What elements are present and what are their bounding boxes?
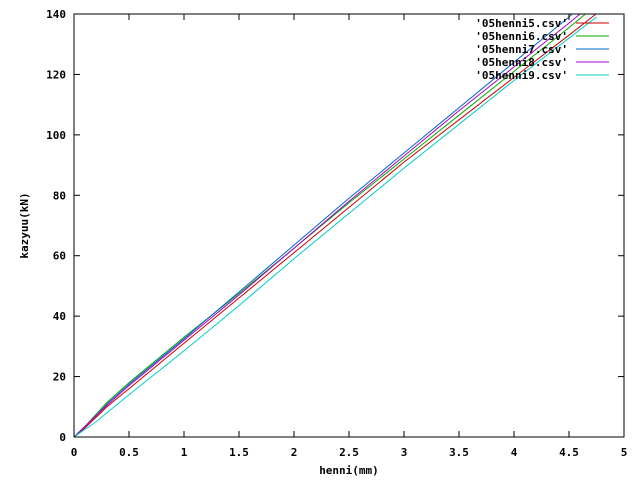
- series-line: [74, 14, 581, 437]
- legend-label: '05henni9.csv': [475, 69, 568, 82]
- x-tick-label: 3: [401, 446, 408, 459]
- y-tick-label: 20: [53, 371, 66, 384]
- y-tick-label: 140: [46, 8, 66, 21]
- x-tick-label: 0.5: [119, 446, 139, 459]
- legend-label: '05henni8.csv': [475, 56, 568, 69]
- x-tick-label: 0: [71, 446, 78, 459]
- legend-label: '05henni6.csv': [475, 30, 568, 43]
- y-axis-label: kazyuu(kN): [18, 192, 31, 258]
- x-tick-label: 1: [181, 446, 188, 459]
- legend-label: '05henni7.csv': [475, 43, 568, 56]
- x-tick-label: 2: [291, 446, 298, 459]
- tick-layer: 0 0.5 1 1.5 2 2.5 3 3.5 4 4.5 5 0 20 40 60 80 100 120 140: [46, 8, 627, 459]
- series-layer: [74, 14, 597, 437]
- y-tick-label: 100: [46, 129, 66, 142]
- legend: '05henni5.csv''05henni6.csv''05henni7.cs…: [475, 17, 609, 82]
- x-tick-label: 1.5: [229, 446, 249, 459]
- y-tick-label: 0: [59, 431, 66, 444]
- series-line: [74, 16, 597, 437]
- y-tick-label: 60: [53, 250, 66, 263]
- y-tick-label: 40: [53, 310, 66, 323]
- x-axis-label: henni(mm): [319, 464, 379, 477]
- series-line: [74, 14, 586, 437]
- legend-label: '05henni5.csv': [475, 17, 568, 30]
- x-tick-label: 2.5: [339, 446, 359, 459]
- series-line: [74, 14, 597, 437]
- x-tick-label: 4.5: [559, 446, 579, 459]
- y-tick-label: 80: [53, 189, 66, 202]
- x-tick-label: 3.5: [449, 446, 469, 459]
- y-tick-label: 120: [46, 68, 66, 81]
- x-tick-label: 4: [511, 446, 518, 459]
- x-tick-label: 5: [621, 446, 628, 459]
